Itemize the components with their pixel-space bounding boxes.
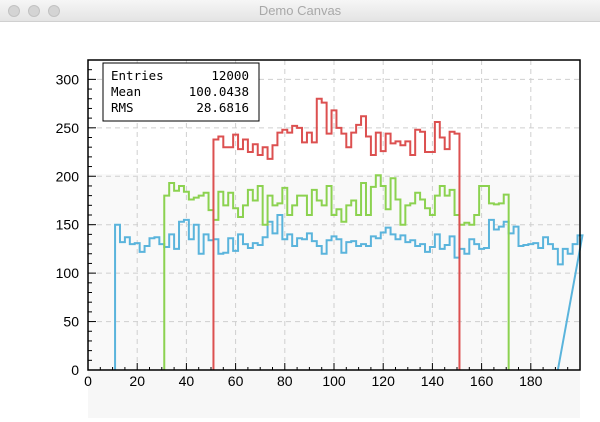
x-tick-label: 40 (179, 373, 195, 389)
stats-box: Entries 12000 Mean 100.0438 RMS 28.6816 (102, 62, 260, 122)
histogram-chart: 0 20 40 60 80 100 120 140 160 180 0 50 100 150 200 250… (56, 59, 584, 418)
x-tick-label: 100 (322, 373, 346, 389)
stats-rms-value: 28.6816 (196, 100, 249, 115)
y-tick-label: 250 (56, 120, 80, 136)
x-axis-ticks: 0 20 40 60 80 100 120 140 160 180 (84, 363, 569, 389)
window-titlebar: Demo Canvas (0, 0, 600, 22)
stats-mean-label: Mean (111, 84, 141, 99)
x-tick-label: 140 (421, 373, 445, 389)
close-button[interactable] (8, 5, 20, 17)
x-tick-label: 160 (470, 373, 494, 389)
stats-entries-value: 12000 (211, 68, 249, 83)
stats-box-frame (102, 62, 260, 122)
x-tick-label: 0 (84, 373, 92, 389)
histogram-series-1 (163, 174, 510, 370)
y-tick-label: 0 (71, 362, 79, 378)
x-tick-label: 180 (519, 373, 543, 389)
y-tick-label: 200 (56, 168, 80, 184)
histogram-series (114, 97, 584, 371)
stats-rms-label: RMS (111, 100, 134, 115)
y-tick-label: 300 (56, 71, 80, 87)
minimize-button[interactable] (28, 5, 40, 17)
y-tick-label: 100 (56, 265, 80, 281)
frame-background (88, 370, 580, 418)
x-tick-label: 80 (277, 373, 293, 389)
window-title: Demo Canvas (258, 3, 342, 18)
histogram-series-0 (114, 214, 584, 371)
histogram-series-2 (212, 97, 461, 370)
y-tick-label: 50 (63, 314, 79, 330)
y-axis-ticks: 0 50 100 150 200 250 300 (56, 69, 96, 378)
stats-entries-label: Entries (111, 68, 164, 83)
y-tick-label: 150 (56, 217, 80, 233)
zoom-button[interactable] (48, 5, 60, 17)
x-tick-label: 20 (129, 373, 145, 389)
stats-mean-value: 100.0438 (189, 84, 249, 99)
x-tick-label: 120 (372, 373, 396, 389)
x-tick-label: 60 (228, 373, 244, 389)
